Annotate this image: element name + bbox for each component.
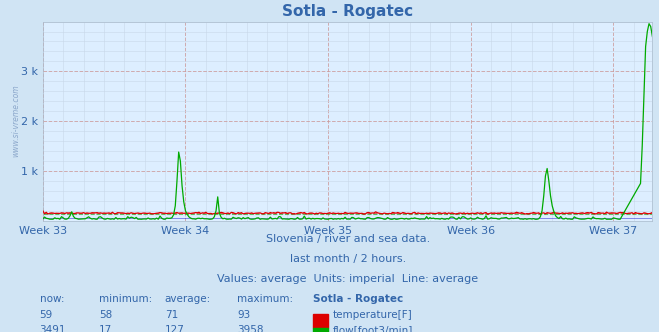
Text: now:: now: bbox=[40, 294, 64, 304]
Text: Values: average  Units: imperial  Line: average: Values: average Units: imperial Line: av… bbox=[217, 274, 478, 284]
Text: 3958: 3958 bbox=[237, 325, 264, 332]
Text: 17: 17 bbox=[99, 325, 112, 332]
Text: Sotla - Rogatec: Sotla - Rogatec bbox=[313, 294, 403, 304]
Text: Slovenia / river and sea data.: Slovenia / river and sea data. bbox=[266, 234, 430, 244]
Title: Sotla - Rogatec: Sotla - Rogatec bbox=[282, 4, 413, 19]
Text: maximum:: maximum: bbox=[237, 294, 293, 304]
Text: www.si-vreme.com: www.si-vreme.com bbox=[11, 85, 20, 157]
Text: 127: 127 bbox=[165, 325, 185, 332]
Text: 58: 58 bbox=[99, 310, 112, 320]
Text: 71: 71 bbox=[165, 310, 178, 320]
Text: last month / 2 hours.: last month / 2 hours. bbox=[290, 254, 406, 264]
Text: 59: 59 bbox=[40, 310, 53, 320]
Text: minimum:: minimum: bbox=[99, 294, 152, 304]
Text: 3491: 3491 bbox=[40, 325, 66, 332]
Text: temperature[F]: temperature[F] bbox=[333, 310, 413, 320]
Text: 93: 93 bbox=[237, 310, 250, 320]
Text: flow[foot3/min]: flow[foot3/min] bbox=[333, 325, 413, 332]
Text: average:: average: bbox=[165, 294, 211, 304]
